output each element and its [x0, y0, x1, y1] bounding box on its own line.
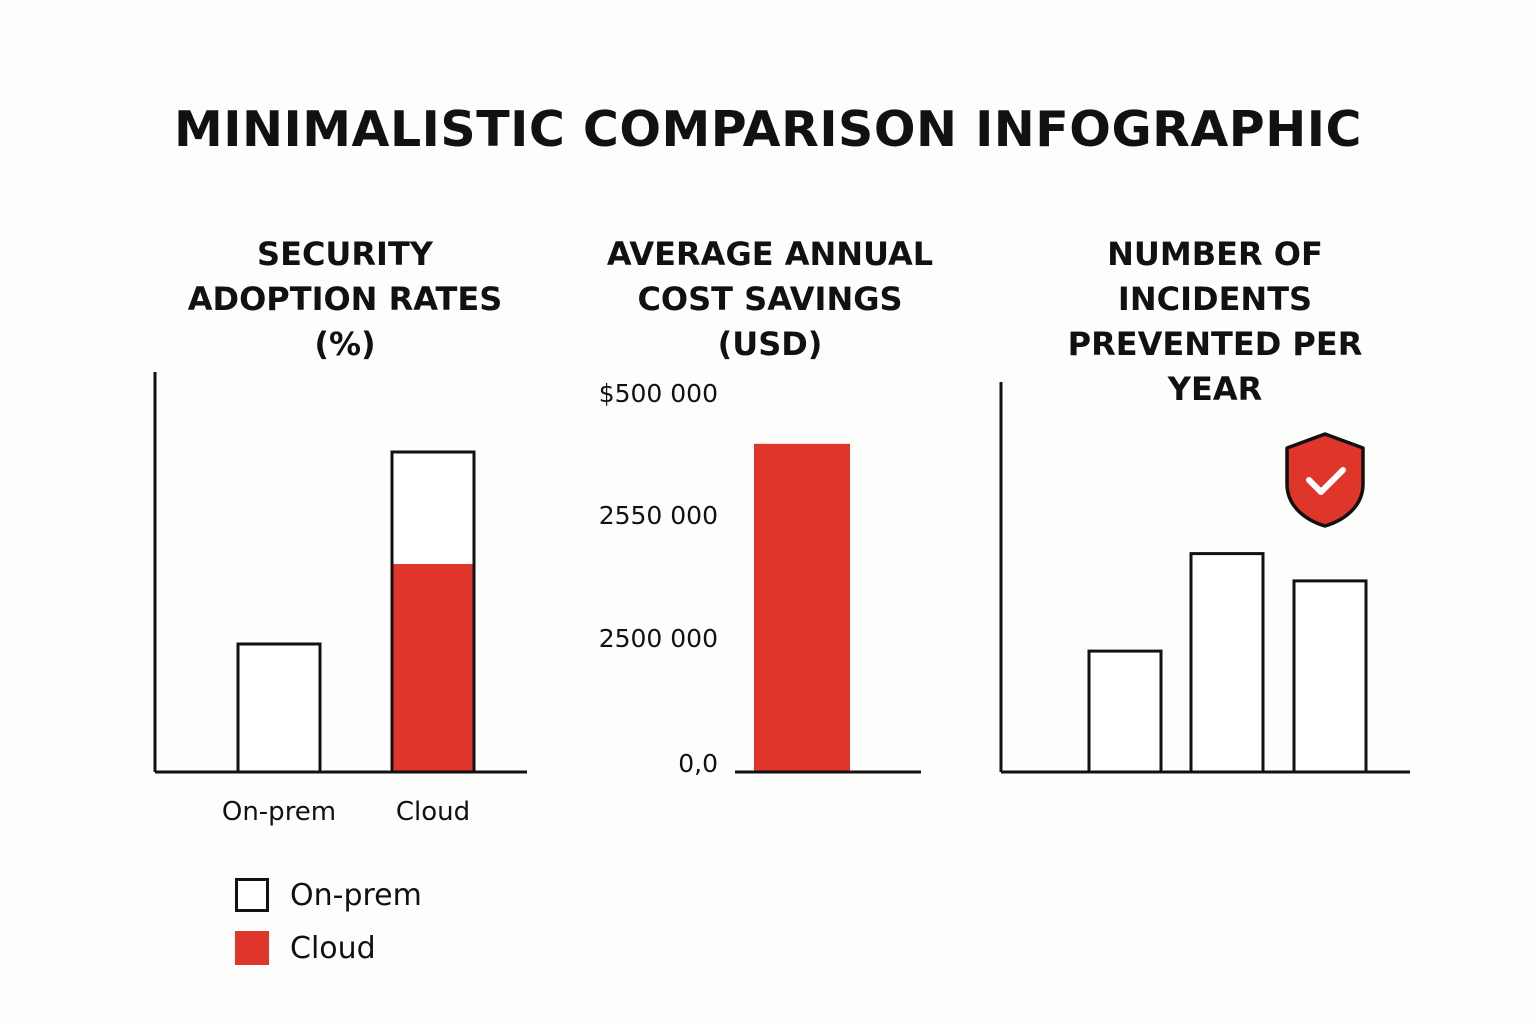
bar-incidents-1 [1189, 552, 1265, 774]
legend-item-cloud: Cloud [235, 929, 422, 967]
cost-y-tick-label-1: 2500 000 [599, 624, 718, 653]
legend-swatch-cloud [235, 931, 269, 965]
adoption-category-label-on-prem: On-prem [222, 797, 336, 827]
legend-label-cloud: Cloud [290, 930, 376, 966]
bar-incidents-2 [1292, 579, 1368, 774]
bar-adoption-cloud-cloud [393, 564, 473, 771]
bar-adoption-outline-cloud [390, 450, 476, 774]
cost-y-tick-label-3: $500 000 [599, 379, 718, 408]
legend-swatch-on-prem [235, 878, 269, 912]
cost-y-tick-label-0: 0,0 [678, 749, 718, 778]
bar-cost-0 [754, 443, 850, 771]
panel-title-adoption: SECURITY ADOPTION RATES (%) [187, 235, 503, 363]
bar-adoption-on-prem-on-prem [236, 642, 322, 774]
main-title: MINIMALISTIC COMPARISON INFOGRAPHIC [174, 101, 1362, 158]
legend-item-on-prem: On-prem [235, 876, 422, 914]
legend: On-prem Cloud [235, 876, 422, 982]
cost-y-tick-label-2: 2550 000 [599, 501, 718, 530]
legend-label-on-prem: On-prem [290, 877, 422, 913]
panel-title-cost: AVERAGE ANNUAL COST SAVINGS (USD) [606, 235, 934, 363]
adoption-category-label-cloud: Cloud [396, 797, 470, 827]
shield-check-icon [1285, 432, 1365, 528]
bar-incidents-0 [1087, 649, 1163, 774]
panel-title-incidents: NUMBER OF INCIDENTS PREVENTED PER YEAR [1067, 235, 1363, 408]
